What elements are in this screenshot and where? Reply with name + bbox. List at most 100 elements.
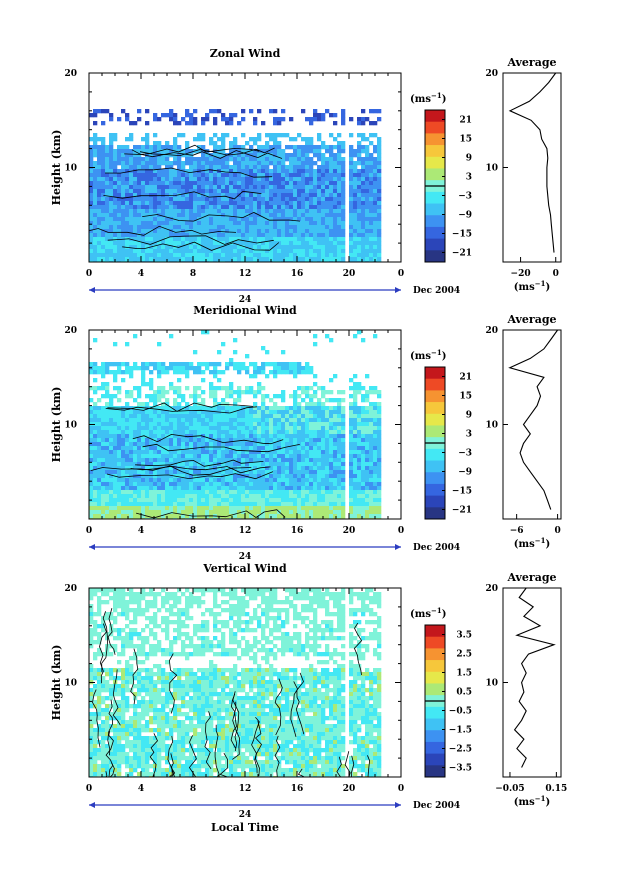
heatmap-cell <box>173 490 178 495</box>
heatmap-cell <box>93 149 98 154</box>
heatmap-cell <box>153 201 158 206</box>
heatmap-cell <box>97 221 102 226</box>
heatmap-cell <box>125 117 130 122</box>
heatmap-cell <box>149 470 154 475</box>
heatmap-cell <box>273 205 278 210</box>
heatmap-cell <box>129 205 134 210</box>
heatmap-cell <box>281 406 286 411</box>
heatmap-cell <box>229 426 234 431</box>
heatmap-cell <box>105 422 110 427</box>
heatmap-cell <box>309 386 314 391</box>
heatmap-cell <box>257 414 262 419</box>
heatmap-cell <box>309 470 314 475</box>
heatmap-cell <box>257 253 262 258</box>
heatmap-cell <box>285 189 290 194</box>
heatmap-cell <box>97 189 102 194</box>
heatmap-cell <box>377 446 382 451</box>
heatmap-cell <box>349 229 354 234</box>
heatmap-cell <box>121 173 126 178</box>
heatmap-cell <box>233 406 238 411</box>
heatmap-cell <box>373 253 378 258</box>
heatmap-cell <box>125 482 130 487</box>
heatmap-cell <box>121 197 126 202</box>
heatmap-cell <box>285 173 290 178</box>
heatmap-cell <box>353 209 358 214</box>
heatmap-cell <box>117 181 122 186</box>
heatmap-cell <box>185 422 190 427</box>
heatmap-cell <box>137 169 142 174</box>
heatmap-cell <box>129 414 134 419</box>
heatmap-cell <box>145 249 150 254</box>
heatmap-cell <box>113 470 118 475</box>
heatmap-cell <box>369 257 374 262</box>
heatmap-cell <box>213 494 218 499</box>
heatmap-cell <box>153 249 158 254</box>
heatmap-cell <box>177 506 182 511</box>
heatmap-cell <box>273 510 278 515</box>
heatmap-cell <box>141 362 146 367</box>
heatmap-cell <box>213 490 218 495</box>
heatmap-cell <box>105 434 110 439</box>
heatmap-cell <box>113 462 118 467</box>
heatmap-cell <box>293 245 298 250</box>
heatmap-cell <box>361 173 366 178</box>
colorbar-band <box>425 156 445 169</box>
heatmap-cell <box>241 494 246 499</box>
heatmap-cell <box>205 446 210 451</box>
heatmap-cell <box>237 249 242 254</box>
heatmap-cell <box>361 410 366 415</box>
heatmap-cell <box>265 470 270 475</box>
heatmap-cell <box>181 213 186 218</box>
heatmap-cell <box>173 502 178 507</box>
heatmap-cell <box>357 209 362 214</box>
heatmap-cell <box>129 406 134 411</box>
heatmap-cell <box>93 470 98 475</box>
heatmap-cell <box>161 506 166 511</box>
heatmap-cell <box>309 438 314 443</box>
heatmap-cell <box>221 201 226 206</box>
heatmap-cell <box>253 169 258 174</box>
heatmap-cell <box>253 374 258 379</box>
heatmap-cell <box>369 486 374 491</box>
heatmap-cell <box>181 185 186 190</box>
heatmap-cell <box>149 394 154 399</box>
heatmap-cell <box>341 446 346 451</box>
heatmap-cell <box>141 177 146 182</box>
heatmap-cell <box>361 213 366 218</box>
heatmap-cell <box>217 221 222 226</box>
heatmap-cell <box>293 438 298 443</box>
heatmap-cell <box>133 366 138 371</box>
heatmap-cell <box>229 486 234 491</box>
heatmap-cell <box>273 237 278 242</box>
heatmap-cell <box>329 221 334 226</box>
heatmap-cell <box>257 161 262 166</box>
heatmap-cell <box>237 442 242 447</box>
heatmap-cell <box>245 450 250 455</box>
heatmap-cell <box>201 418 206 423</box>
heatmap-cell <box>361 149 366 154</box>
heatmap-cell <box>125 426 130 431</box>
heatmap-cell <box>205 245 210 250</box>
heatmap-cell <box>213 506 218 511</box>
heatmap-cell <box>241 450 246 455</box>
heatmap-cell <box>169 366 174 371</box>
heatmap-cell <box>317 137 322 142</box>
heatmap-cell <box>337 438 342 443</box>
heatmap-cell <box>301 502 306 507</box>
heatmap-cell <box>313 217 318 222</box>
heatmap-cell <box>221 422 226 427</box>
colorbar-band <box>425 250 445 263</box>
heatmap-cell <box>89 470 94 475</box>
heatmap-cell <box>253 422 258 427</box>
heatmap-cell <box>221 506 226 511</box>
heatmap-cell <box>273 438 278 443</box>
heatmap-cell <box>129 213 134 218</box>
heatmap-cell <box>361 181 366 186</box>
heatmap-cell <box>305 213 310 218</box>
heatmap-cell <box>377 478 382 483</box>
heatmap-cell <box>241 165 246 170</box>
heatmap-cell <box>193 253 198 258</box>
heatmap-cell <box>161 177 166 182</box>
heatmap-cell <box>165 205 170 210</box>
heatmap-cell <box>241 149 246 154</box>
